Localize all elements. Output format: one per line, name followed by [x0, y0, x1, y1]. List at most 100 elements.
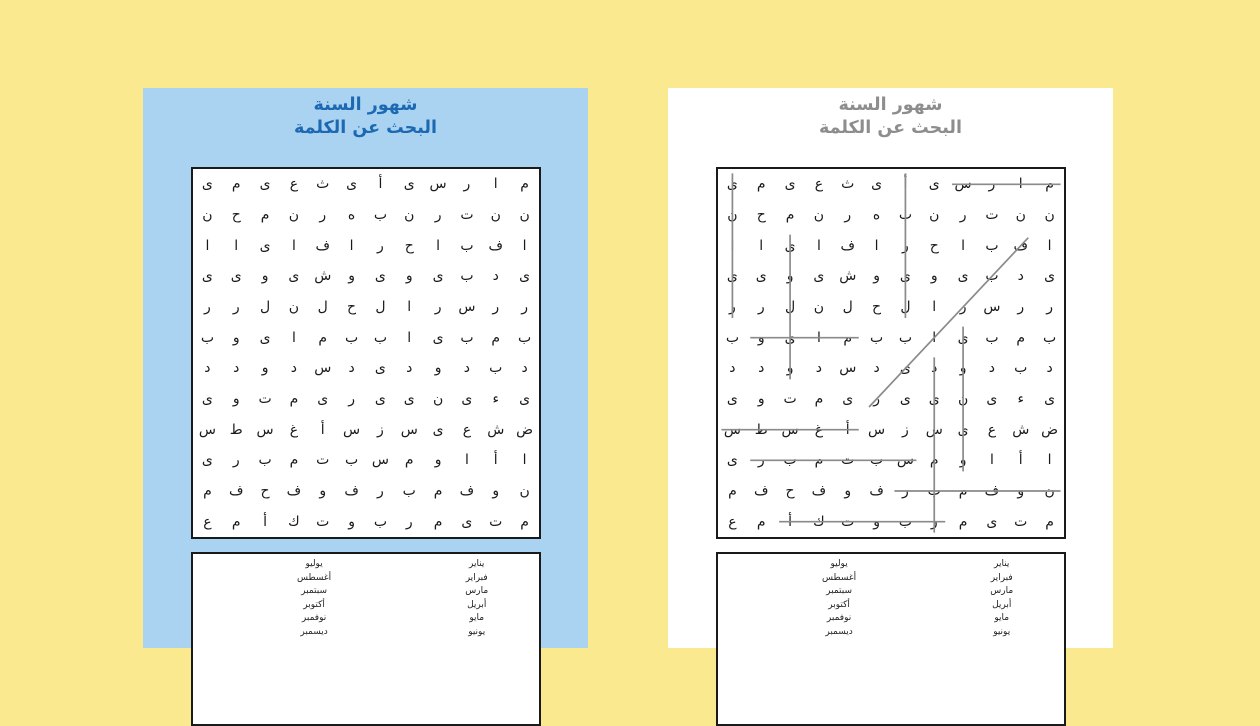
grid-letter: ى: [726, 176, 738, 193]
grid-letter: ر: [348, 390, 355, 407]
grid-letter: م: [929, 452, 939, 469]
grid-letter: ى: [726, 390, 738, 407]
grid-letter: ى: [957, 268, 969, 285]
grid-letter: ع: [987, 421, 997, 438]
grid-letter: ف: [984, 482, 1000, 499]
grid-letter: ى: [201, 452, 213, 469]
grid-letter: ى: [1044, 268, 1056, 285]
grid-letter: ا: [932, 298, 937, 315]
grid-letter: م: [404, 452, 414, 469]
grid-letter: ى: [201, 390, 213, 407]
grid-letter: ا: [1047, 452, 1052, 469]
grid-letter: و: [1017, 482, 1025, 499]
grid-letter: ب: [1042, 329, 1057, 346]
grid-letter: ى: [519, 268, 531, 285]
grid-letter: ا: [874, 237, 879, 254]
grid-letter: ا: [522, 452, 527, 469]
grid-letter: ع: [203, 513, 212, 530]
grid-letter: ر: [757, 298, 765, 315]
grid-letter: ا: [234, 237, 239, 254]
grid-letter: و: [757, 390, 765, 407]
grid-letter: ا: [436, 237, 441, 254]
grid-letter: ا: [989, 452, 994, 469]
grid-letter: ن: [490, 206, 501, 223]
grid-letter: ى: [432, 268, 444, 285]
word-list-item: مارس: [465, 586, 489, 596]
grid-letter: ا: [464, 452, 469, 469]
grid-letter: ب: [402, 482, 416, 499]
grid-letter: ب: [985, 329, 999, 346]
grid-letter: ر: [434, 298, 442, 315]
grid-letter: ف: [488, 237, 503, 254]
grid-letter: ن: [202, 206, 213, 223]
grid-letter: م: [318, 329, 328, 346]
grid-letter: ى: [461, 513, 473, 530]
grid-letter: م: [260, 206, 270, 223]
word-list-item: مايو: [469, 613, 485, 623]
grid-letter: ر: [377, 482, 384, 499]
grid-letter: ه: [347, 206, 356, 223]
grid-letter: ت: [316, 513, 330, 530]
grid-letter: ت: [258, 390, 272, 407]
grid-letter: ى: [928, 176, 940, 193]
grid-letter: س: [868, 421, 886, 438]
grid-letter: ر: [873, 390, 880, 407]
grid-letter: ف: [344, 482, 359, 499]
title-line-wordsearch: البحث عن الكلمة: [294, 118, 437, 138]
grid-letter: ف: [286, 482, 302, 499]
grid-letter: ى: [784, 329, 796, 346]
grid-letter: ى: [899, 390, 911, 407]
grid-letter: س: [781, 421, 799, 438]
grid-letter: م: [728, 482, 737, 499]
grid-letter: ه: [872, 206, 881, 223]
grid-letter: ا: [349, 237, 354, 254]
grid-letter: ى: [374, 360, 386, 377]
word-list-box: يوليو أغسطس سبتمبر أكتوبر نوفمبر ديسمبر يناير…: [191, 552, 541, 726]
grid-letter: س: [429, 176, 447, 193]
grid-letter: ى: [403, 390, 415, 407]
grid-letter: و: [434, 452, 442, 469]
grid-letter: ف: [869, 482, 884, 499]
grid-letter: س: [954, 176, 972, 193]
grid-letter: ب: [373, 329, 387, 346]
grid-letter: د: [873, 360, 880, 377]
grid-letter: ع: [814, 176, 824, 193]
grid-letter: د: [492, 268, 499, 285]
grid-letter: ا: [291, 237, 296, 254]
grid-letter: ت: [783, 390, 797, 407]
grid-letter: و: [261, 360, 269, 377]
grid-letter: ب: [869, 329, 884, 346]
grid-letter: ى: [374, 390, 386, 407]
word-list-item: أكتوبر: [828, 599, 850, 610]
grid-letter: ش: [839, 268, 857, 285]
grid-letter: أ: [493, 452, 498, 469]
grid-letter: ل: [259, 298, 271, 315]
grid-letter: و: [434, 360, 442, 377]
grid-letter: ى: [986, 390, 998, 407]
word-list-item: يناير: [468, 559, 485, 569]
grid-letter: ب: [344, 329, 359, 346]
word-list-item: نوفمبر: [301, 613, 327, 623]
grid-letter: و: [786, 268, 794, 285]
grid-letter: ى: [432, 421, 444, 438]
grid-letter: ف: [811, 482, 827, 499]
grid-letter: م: [520, 513, 529, 530]
grid-letter: ا: [961, 237, 966, 254]
grid-letter: م: [756, 176, 766, 193]
grid-letter: س: [371, 452, 389, 469]
word-list-column-jan-jun: يناير فبراير مارس أبريل مايو يونيو: [939, 558, 1064, 639]
grid-letter: س: [896, 452, 914, 469]
grid-letter: ب: [258, 452, 272, 469]
word-list-item: يونيو: [993, 626, 1011, 637]
grid-letter: ف: [840, 237, 855, 254]
word-list-item: أبريل: [467, 599, 487, 610]
grid-letter: س: [400, 421, 418, 438]
grid-letter: و: [873, 268, 880, 285]
grid-letter: ت: [985, 206, 999, 223]
grid-letter: ح: [231, 206, 241, 223]
grid-letter: أ: [263, 513, 268, 530]
grid-letter: ن: [288, 206, 300, 223]
grid-letter: ط: [754, 421, 768, 438]
grid-letter: ى: [519, 390, 531, 407]
